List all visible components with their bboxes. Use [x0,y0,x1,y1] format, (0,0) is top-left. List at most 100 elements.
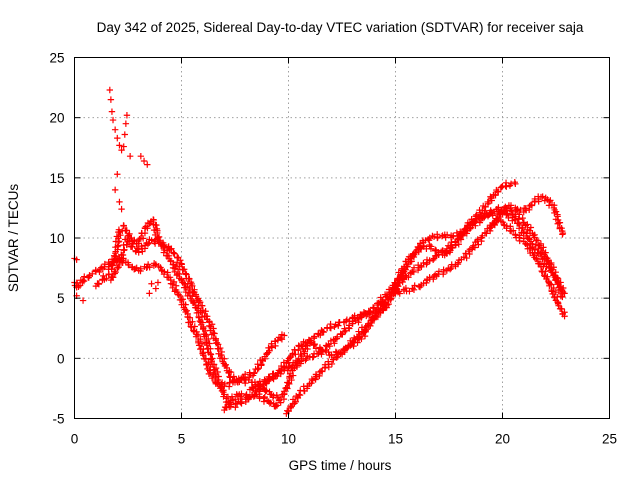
data-point [379,296,387,304]
data-point [552,275,560,283]
data-point [144,161,151,168]
data-point [484,198,491,206]
data-point [116,198,123,206]
data-point [512,231,519,238]
data-point [137,152,145,160]
data-point [310,353,317,360]
data-point [281,332,288,339]
data-point [472,222,479,229]
data-point [160,241,168,249]
data-point [487,207,494,214]
data-point [410,286,418,293]
data-point [177,257,184,264]
data-point [111,186,119,194]
data-point [277,370,284,378]
data-point [261,393,268,401]
data-point [212,340,220,347]
data-point [189,318,196,325]
data-point [366,308,374,315]
data-point [94,280,101,287]
data-point [370,305,377,312]
data-point [185,275,192,282]
data-point [495,188,502,196]
data-point [144,261,152,268]
data-point [398,267,406,274]
data-point [419,243,427,250]
data-point [154,279,162,286]
data-point [411,282,418,289]
data-point [333,335,341,342]
data-point [250,370,258,377]
data-point [138,242,145,250]
data-point [241,371,249,378]
data-point [154,229,161,237]
data-point [183,283,191,290]
data-point [342,327,349,334]
data-point [517,206,524,214]
data-point [218,387,226,395]
data-point [178,261,185,268]
y-tick-label: 0 [57,351,65,366]
data-point [482,203,489,211]
data-point [509,227,517,234]
data-point [79,276,87,284]
y-axis-label: SDTVAR / TECUs [6,184,21,293]
data-point [473,217,480,225]
data-point [272,401,280,409]
data-point [440,266,447,273]
y-tick-label: 25 [49,51,64,66]
data-point [548,259,555,267]
data-point [218,351,225,359]
data-point [95,280,103,288]
data-point [281,390,288,397]
data-point [199,350,206,357]
y-tick-label: 5 [57,291,65,306]
data-point [227,368,235,376]
data-point [114,243,121,250]
data-point [395,279,402,287]
data-point [423,279,430,287]
data-point [516,237,523,245]
data-point [519,214,526,222]
y-tick-label: 20 [49,111,64,126]
data-point [335,322,342,329]
data-point [210,366,218,374]
data-point [188,324,195,331]
data-point [190,299,197,307]
data-point [430,275,437,283]
data-point [81,273,88,280]
data-point [540,244,547,251]
data-point [122,227,129,234]
data-point [137,267,144,275]
data-point [429,256,437,264]
data-point [418,263,425,271]
data-point [147,219,154,227]
data-point [507,202,515,209]
data-point [238,390,245,397]
data-point [148,237,155,244]
data-point [490,220,497,227]
data-point [277,334,284,342]
data-point [268,340,275,347]
data-point [250,385,257,393]
data-point [427,243,435,250]
data-point [407,258,414,265]
y-tick-label: 15 [49,171,64,186]
data-point [123,112,131,119]
data-point [142,223,150,230]
data-point [284,367,291,374]
data-point [179,279,186,286]
data-point [320,329,327,336]
data-point [341,347,348,354]
data-point [152,261,159,268]
data-point [532,255,540,263]
x-tick-label: 10 [281,432,296,447]
data-point [211,330,218,337]
data-point [502,179,510,187]
data-point [198,340,206,347]
data-point [539,193,546,200]
data-point [443,245,451,253]
data-point [115,226,123,233]
data-point [365,322,372,329]
